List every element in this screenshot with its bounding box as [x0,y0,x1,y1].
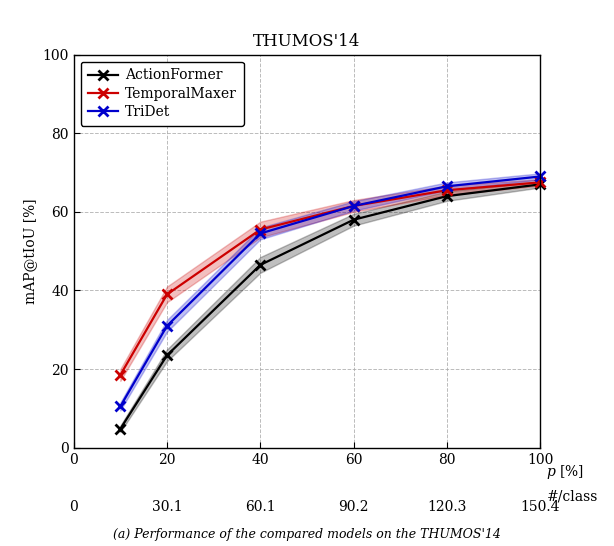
TemporalMaxer [163,291,171,298]
TemporalMaxer [350,203,357,209]
ActionFormer [443,193,451,199]
TemporalMaxer [117,372,124,378]
Line: ActionFormer: ActionFormer [115,180,545,434]
Text: 60.1: 60.1 [245,500,276,514]
Line: TemporalMaxer: TemporalMaxer [115,177,545,380]
TemporalMaxer [443,187,451,193]
TriDet [443,183,451,189]
Text: 90.2: 90.2 [338,500,369,514]
ActionFormer [350,216,357,223]
Legend: ActionFormer, TemporalMaxer, TriDet: ActionFormer, TemporalMaxer, TriDet [80,62,244,126]
Line: TriDet: TriDet [115,171,545,411]
Text: 120.3: 120.3 [427,500,467,514]
Text: 0: 0 [69,500,78,514]
ActionFormer [163,352,171,359]
Text: 150.4: 150.4 [521,500,560,514]
TriDet [163,323,171,329]
TemporalMaxer [257,226,264,233]
TriDet [537,173,544,180]
ActionFormer [537,181,544,188]
TriDet [350,203,357,209]
ActionFormer [117,425,124,432]
Y-axis label: mAP@tIoU [%]: mAP@tIoU [%] [23,198,37,304]
Text: (a) Performance of the compared models on the THUMOS'14: (a) Performance of the compared models o… [113,527,501,541]
Text: $p$ [%]: $p$ [%] [546,464,585,481]
TriDet [117,403,124,410]
TemporalMaxer [537,179,544,186]
Text: 30.1: 30.1 [152,500,182,514]
Title: THUMOS'14: THUMOS'14 [254,33,360,50]
ActionFormer [257,262,264,268]
TriDet [257,230,264,237]
Text: #/class: #/class [546,490,598,504]
